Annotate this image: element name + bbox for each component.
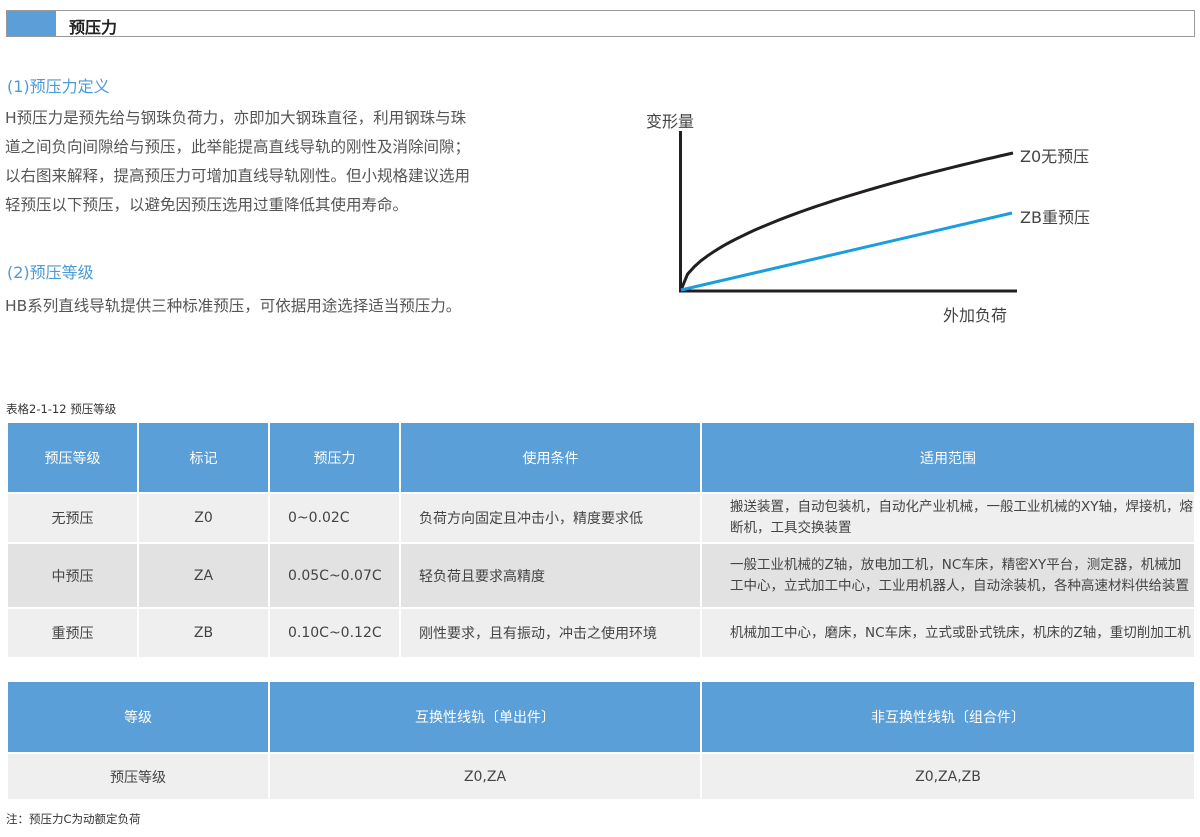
- header-cell: 预压等级: [6, 421, 139, 494]
- paragraph-line: 轻预压以下预压，以避免因预压选用过重降低其使用寿命。: [5, 196, 409, 214]
- cell-grade: 预压等级: [6, 752, 270, 801]
- cell-interchangeable: Z0,ZA: [268, 752, 702, 801]
- header-cell: 互换性线轨〔单出件〕: [268, 680, 702, 754]
- cell-mark: ZA: [137, 542, 270, 609]
- section-title-bar: 预压力: [6, 10, 1195, 37]
- deformation-diagram: [679, 131, 1017, 293]
- cell-application: 机械加工中心，磨床，NC车床，立式或卧式铣床，机床的Z轴，重切削加工机: [700, 607, 1196, 659]
- grades-paragraph: HB系列直线导轨提供三种标准预压，可依据用途选择适当预压力。: [5, 297, 462, 315]
- paragraph-line: 以右图来解释，提高预压力可增加直线导轨刚性。但小规格建议选用: [5, 167, 471, 185]
- section-heading-definition: (1)预压力定义: [7, 77, 110, 96]
- header-cell: 适用范围: [700, 421, 1196, 494]
- header-cell: 使用条件: [399, 421, 702, 494]
- interchangeability-table: 等级 互换性线轨〔单出件〕 非互换性线轨〔组合件〕 预压等级 Z0,ZA Z0,…: [6, 680, 1196, 801]
- table-row: 重预压 ZB 0.10C~0.12C 刚性要求，且有振动，冲击之使用环境 机械加…: [6, 607, 1196, 659]
- table-row: 中预压 ZA 0.05C~0.07C 轻负荷且要求高精度 一般工业机械的Z轴，放…: [6, 542, 1196, 609]
- header-cell: 非互换性线轨〔组合件〕: [700, 680, 1196, 754]
- cell-grade: 无预压: [6, 492, 139, 544]
- header-cell: 预压力: [268, 421, 401, 494]
- z0-curve: [679, 151, 1014, 291]
- cell-condition: 轻负荷且要求高精度: [399, 542, 702, 609]
- table-caption: 表格2-1-12 预压等级: [6, 402, 117, 416]
- series-label-z0: Z0无预压: [1020, 147, 1090, 166]
- title-accent-block: [7, 11, 56, 36]
- cell-mark: ZB: [137, 607, 270, 659]
- cell-grade: 重预压: [6, 607, 139, 659]
- y-axis-label: 变形量: [646, 112, 695, 131]
- cell-mark: Z0: [137, 492, 270, 544]
- cell-grade: 中预压: [6, 542, 139, 609]
- cell-preload: 0.05C~0.07C: [268, 542, 401, 609]
- header-cell: 等级: [6, 680, 270, 754]
- cell-non-interchangeable: Z0,ZA,ZB: [700, 752, 1196, 801]
- cell-condition: 负荷方向固定且冲击小，精度要求低: [399, 492, 702, 544]
- page-title: 预压力: [69, 18, 118, 37]
- cell-preload: 0.10C~0.12C: [268, 607, 401, 659]
- preload-grade-table: 预压等级 标记 预压力 使用条件 适用范围 无预压 Z0 0~0.02C 负荷方…: [6, 421, 1196, 659]
- definition-paragraph: H预压力是预先给与钢珠负荷力，亦即加大钢珠直径，利用钢珠与珠 道之间负向间隙给与…: [5, 104, 470, 220]
- cell-preload: 0~0.02C: [268, 492, 401, 544]
- series-label-zb: ZB重预压: [1020, 208, 1090, 227]
- x-axis-label: 外加负荷: [943, 306, 1008, 325]
- footnote: 注：预压力C为动额定负荷: [6, 812, 141, 826]
- table-row: 预压等级 Z0,ZA Z0,ZA,ZB: [6, 752, 1196, 801]
- cell-application: 一般工业机械的Z轴，放电加工机，NC车床，精密XY平台，测定器，机械加工中心，立…: [700, 542, 1196, 609]
- table-row: 无预压 Z0 0~0.02C 负荷方向固定且冲击小，精度要求低 搬送装置，自动包…: [6, 492, 1196, 544]
- cell-application: 搬送装置，自动包装机，自动化产业机械，一般工业机械的XY轴，焊接机，熔断机，工具…: [700, 492, 1196, 544]
- header-cell: 标记: [137, 421, 270, 494]
- paragraph-line: H预压力是预先给与钢珠负荷力，亦即加大钢珠直径，利用钢珠与珠: [5, 109, 467, 127]
- section-heading-grades: (2)预压等级: [7, 263, 94, 282]
- zb-line: [680, 211, 1013, 292]
- paragraph-line: 道之间负向间隙给与预压，此举能提高直线导轨的刚性及消除间隙；: [5, 138, 471, 156]
- cell-condition: 刚性要求，且有振动，冲击之使用环境: [399, 607, 702, 659]
